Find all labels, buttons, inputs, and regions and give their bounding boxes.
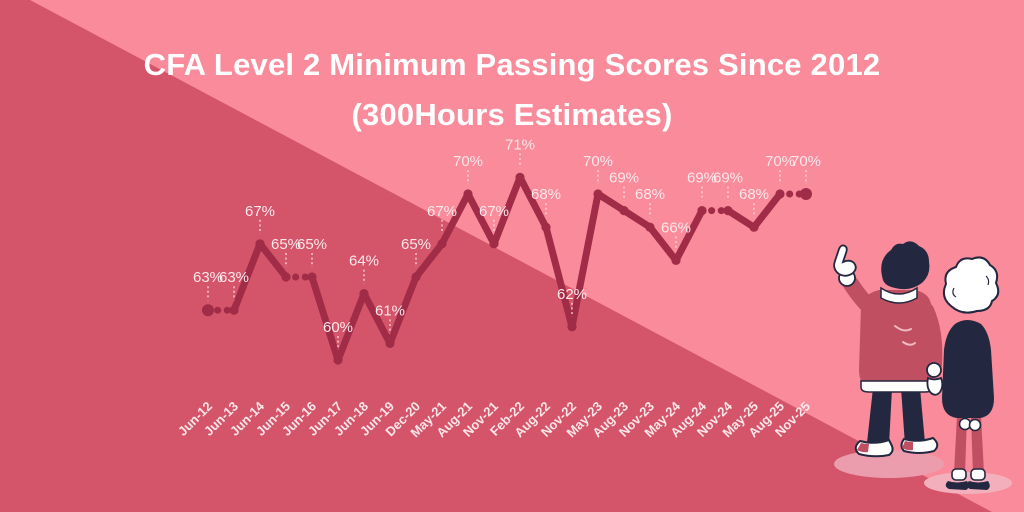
data-point-label: 63%	[193, 269, 223, 286]
data-point-label: 66%	[661, 219, 691, 236]
data-point	[541, 222, 551, 232]
data-point-label: 65%	[401, 236, 431, 253]
line-segment	[620, 207, 654, 231]
woman-left-leg	[954, 416, 967, 474]
line-segment	[230, 240, 264, 314]
woman-hair-curls	[952, 275, 990, 298]
data-point	[515, 172, 525, 182]
data-point-label: 71%	[505, 136, 535, 153]
data-point	[800, 188, 812, 200]
data-point-label: 67%	[245, 203, 275, 220]
data-point-label: 69%	[609, 170, 639, 187]
woman-right-hand	[968, 418, 982, 432]
data-point-label: 68%	[739, 186, 769, 203]
line-segment	[308, 273, 342, 364]
data-point	[723, 206, 733, 216]
data-point-label: 70%	[791, 153, 821, 170]
data-point	[359, 289, 369, 299]
man-jacket-hem	[860, 380, 934, 393]
chart-area: 63%63%67%65%65%60%64%61%65%67%70%67%71%6…	[175, 136, 821, 440]
data-point-label: 64%	[349, 253, 379, 270]
data-point	[255, 239, 265, 249]
data-point-label: 63%	[219, 269, 249, 286]
man-collar	[880, 286, 918, 304]
data-point-label: 61%	[375, 302, 405, 319]
woman-right-sock	[970, 468, 986, 481]
man-left-shoe-accent	[857, 443, 869, 453]
line-segment	[464, 190, 498, 248]
data-point-label: 68%	[531, 186, 561, 203]
data-point	[489, 239, 499, 249]
data-point	[671, 255, 681, 265]
line-segment	[750, 190, 784, 231]
line-segment	[256, 240, 290, 281]
woman-figure	[942, 256, 1000, 490]
line-segment	[568, 190, 602, 331]
line-segment	[438, 190, 472, 248]
man-head	[881, 241, 930, 290]
woman-hair	[942, 256, 1000, 314]
data-point-label: 69%	[713, 170, 743, 187]
data-point-label: 62%	[557, 286, 587, 303]
woman-left-sock	[951, 468, 967, 481]
line-segment	[334, 290, 368, 364]
page-title: CFA Level 2 Minimum Passing Scores Since…	[0, 40, 1024, 140]
man-pointing-hand-icon	[833, 244, 857, 277]
data-point	[229, 305, 239, 315]
people-illustration	[833, 241, 1012, 494]
data-point	[333, 355, 343, 365]
data-point	[385, 338, 395, 348]
woman-sweater	[942, 320, 994, 418]
data-point	[749, 222, 759, 232]
line-segment	[724, 207, 758, 231]
line-segment	[594, 190, 628, 215]
data-point	[619, 206, 629, 216]
man-floor-shadow	[834, 450, 944, 478]
data-point-label: 67%	[427, 203, 457, 220]
man-figure	[833, 241, 944, 458]
data-point	[645, 222, 655, 232]
man-jacket	[859, 290, 936, 390]
line-segment	[360, 290, 394, 347]
data-point	[463, 189, 473, 199]
line-segment	[672, 207, 706, 264]
data-point	[697, 206, 707, 216]
line-segment	[412, 240, 446, 281]
data-point-label: 69%	[687, 170, 717, 187]
title-line-1: CFA Level 2 Minimum Passing Scores Since…	[143, 47, 881, 82]
title-line-2: (300Hours Estimates)	[351, 97, 673, 132]
data-point	[437, 239, 447, 249]
line-segment	[516, 173, 550, 231]
data-point	[411, 272, 421, 282]
data-point-label: 70%	[583, 153, 613, 170]
man-hanging-cuff	[926, 362, 942, 378]
data-point	[775, 189, 785, 199]
data-point-label: 70%	[453, 153, 483, 170]
data-point	[281, 272, 291, 282]
data-point-label: 70%	[765, 153, 795, 170]
man-right-leg	[901, 388, 925, 445]
man-left-leg	[867, 388, 892, 445]
line-segment	[542, 223, 576, 331]
data-point	[567, 322, 577, 332]
data-point	[307, 272, 317, 282]
woman-left-shoe	[945, 481, 969, 490]
data-point	[202, 304, 214, 317]
man-jacket-seams	[894, 325, 916, 346]
data-point-label: 60%	[323, 319, 353, 336]
data-point-label: 65%	[297, 236, 327, 253]
data-point-label: 68%	[635, 186, 665, 203]
line-segment	[646, 223, 680, 264]
woman-right-shoe	[966, 481, 990, 490]
line-segment	[386, 273, 420, 347]
man-hanging-hand	[926, 376, 944, 396]
data-point	[593, 189, 603, 199]
line-segment	[490, 173, 524, 248]
data-point-label: 67%	[479, 203, 509, 220]
man-right-shoe-accent	[902, 441, 913, 451]
data-point-label: 65%	[271, 236, 301, 253]
